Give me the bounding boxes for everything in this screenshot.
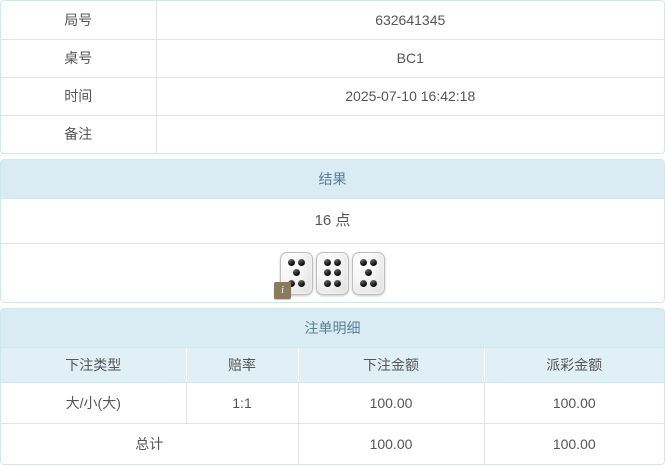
die-1-face-5: i — [274, 251, 313, 299]
pip — [298, 279, 306, 287]
die-2-face-6 — [316, 251, 349, 295]
pip — [370, 279, 378, 287]
result-section-title: 结果 — [1, 160, 664, 199]
dice-info-badge-icon: i — [274, 281, 291, 299]
column-header-payout-amount: 派彩金额 — [484, 348, 664, 383]
cell-odds: 1:1 — [186, 382, 299, 424]
result-panel: 结果 16 点 i — [0, 159, 665, 303]
pip — [323, 279, 331, 287]
pip — [365, 269, 372, 277]
pip — [293, 269, 300, 277]
result-total-points: 16 点 — [1, 199, 664, 244]
pip — [370, 259, 378, 267]
cell-total-bet-amount: 100.00 — [298, 423, 485, 464]
column-header-bet-amount: 下注金额 — [298, 348, 485, 383]
table-row: 大/小(大) 1:1 100.00 100.00 — [1, 382, 664, 424]
cell-total-label: 总计 — [1, 423, 299, 464]
pip — [323, 269, 331, 277]
info-label-time: 时间 — [1, 77, 157, 116]
bet-detail-section-title: 注单明细 — [1, 309, 664, 348]
round-info-panel: 局号 632641345 桌号 BC1 时间 2025-07-10 16:42:… — [0, 0, 665, 154]
table-header-row: 下注类型 赔率 下注金额 派彩金额 — [1, 348, 664, 383]
info-value-table-no: BC1 — [156, 39, 664, 78]
info-label-remark: 备注 — [1, 115, 157, 153]
pip — [298, 259, 306, 267]
pip — [323, 259, 331, 267]
dice-row: i — [274, 251, 385, 299]
pip — [359, 259, 367, 267]
table-total-row: 总计 100.00 100.00 — [1, 423, 664, 464]
cell-bet-amount: 100.00 — [298, 382, 485, 424]
cell-payout-amount: 100.00 — [484, 382, 664, 424]
pip — [359, 279, 367, 287]
pip — [287, 279, 295, 287]
bet-detail-table: 下注类型 赔率 下注金额 派彩金额 大/小(大) 1:1 100.00 100.… — [1, 348, 664, 464]
column-header-odds: 赔率 — [186, 348, 299, 383]
info-value-remark — [156, 115, 664, 153]
die-3-face-5 — [352, 251, 385, 295]
pip — [287, 259, 295, 267]
cell-total-payout-amount: 100.00 — [484, 423, 664, 464]
info-value-round-no: 632641345 — [156, 1, 664, 40]
cell-bet-type: 大/小(大) — [1, 382, 187, 424]
info-label-round-no: 局号 — [1, 1, 157, 40]
info-label-table-no: 桌号 — [1, 39, 157, 78]
table-row: 桌号 BC1 — [1, 39, 664, 78]
pip — [334, 269, 342, 277]
column-header-bet-type: 下注类型 — [1, 348, 187, 383]
bet-detail-panel: 注单明细 下注类型 赔率 下注金额 派彩金额 大/小(大) 1:1 100.00… — [0, 308, 665, 465]
pip — [334, 259, 342, 267]
info-value-time: 2025-07-10 16:42:18 — [156, 77, 664, 116]
pip — [334, 279, 342, 287]
table-row: 备注 — [1, 115, 664, 153]
table-row: 局号 632641345 — [1, 1, 664, 40]
round-info-table: 局号 632641345 桌号 BC1 时间 2025-07-10 16:42:… — [1, 1, 664, 153]
table-row: 时间 2025-07-10 16:42:18 — [1, 77, 664, 116]
result-dice-area: i — [1, 244, 664, 302]
